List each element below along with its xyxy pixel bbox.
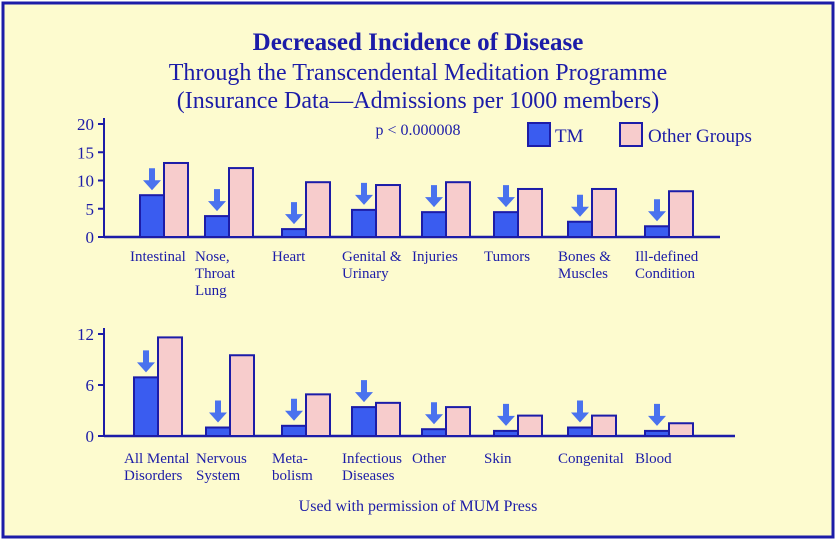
bar-tm <box>421 211 447 238</box>
bar-other-groups <box>517 414 543 438</box>
down-arrow-icon <box>143 168 161 191</box>
bar-other-groups <box>375 184 401 239</box>
down-arrow-icon <box>209 400 227 423</box>
p-value-annotation: p < 0.000008 <box>375 122 460 139</box>
category-label: Blood <box>635 451 672 467</box>
category-label: System <box>196 468 241 484</box>
category-label: Condition <box>635 266 696 282</box>
bar-tm <box>281 424 307 437</box>
chart-title: Decreased Incidence of Disease <box>253 29 584 56</box>
category-label: bolism <box>272 468 313 484</box>
bar-tm <box>205 426 231 437</box>
down-arrow-icon <box>285 202 303 225</box>
category-label: Heart <box>272 249 306 265</box>
category-label: Nervous <box>196 451 247 467</box>
bar-other-groups <box>445 181 471 239</box>
bar-tm <box>133 376 159 438</box>
category-label: Ill-defined <box>635 249 699 265</box>
bar-tm <box>421 428 447 438</box>
y-tick-label: 0 <box>86 427 95 446</box>
chart-subtitle-1: Through the Transcendental Meditation Pr… <box>169 60 668 86</box>
down-arrow-icon <box>497 185 515 208</box>
bar-tm <box>493 429 519 437</box>
bar-other-groups <box>375 401 401 438</box>
category-label: Throat <box>195 266 236 282</box>
category-label: Disorders <box>124 468 182 484</box>
y-tick-label: 0 <box>86 228 95 247</box>
legend-label-tm: TM <box>555 126 584 147</box>
category-label: All Mental <box>124 451 189 467</box>
category-label: Muscles <box>558 266 608 282</box>
bar-other-groups <box>229 354 255 437</box>
bar-other-groups <box>445 406 471 438</box>
down-arrow-icon <box>425 185 443 208</box>
bar-other-groups <box>517 187 543 239</box>
bar-other-groups <box>157 336 183 437</box>
legend-label-other: Other Groups <box>648 126 752 147</box>
down-arrow-icon <box>497 403 515 426</box>
bar-other-groups <box>163 161 189 238</box>
category-label: Tumors <box>484 249 530 265</box>
y-tick-label: 6 <box>86 376 95 395</box>
category-label: Urinary <box>342 266 389 282</box>
bar-tm <box>281 228 307 238</box>
category-label: Congenital <box>558 451 624 467</box>
bar-tm <box>567 220 593 238</box>
bar-other-groups <box>591 414 617 438</box>
category-label: Injuries <box>412 249 458 265</box>
down-arrow-icon <box>355 380 373 403</box>
y-tick-label: 5 <box>86 200 95 219</box>
down-arrow-icon <box>648 403 666 426</box>
bar-tm <box>644 429 670 437</box>
down-arrow-icon <box>285 398 303 421</box>
y-tick-label: 10 <box>77 172 94 191</box>
down-arrow-icon <box>208 189 226 212</box>
bar-other-groups <box>228 167 254 239</box>
bar-tm <box>351 406 377 438</box>
bar-other-groups <box>305 181 331 239</box>
bar-tm <box>204 215 230 239</box>
category-label: Infectious <box>342 451 402 467</box>
category-label: Diseases <box>342 468 395 484</box>
down-arrow-icon <box>355 182 373 205</box>
bar-tm <box>493 211 519 238</box>
category-label: Lung <box>195 283 227 299</box>
down-arrow-icon <box>137 350 155 373</box>
bar-other-groups <box>305 393 331 438</box>
bar-tm <box>351 208 377 239</box>
category-label: Other <box>412 451 446 467</box>
down-arrow-icon <box>648 199 666 222</box>
category-label: Skin <box>484 451 512 467</box>
legend-swatch-tm <box>527 122 551 147</box>
y-tick-label: 20 <box>77 115 94 134</box>
bar-tm <box>644 225 670 238</box>
bar-other-groups <box>668 190 694 238</box>
down-arrow-icon <box>571 400 589 423</box>
y-tick-label: 15 <box>77 143 94 162</box>
bar-tm <box>567 426 593 437</box>
category-label: Nose, <box>195 249 230 265</box>
y-tick-label: 12 <box>77 325 94 344</box>
bar-other-groups <box>668 422 694 437</box>
category-label: Intestinal <box>130 249 186 265</box>
bar-other-groups <box>591 187 617 239</box>
category-label: Bones & <box>558 249 611 265</box>
legend-swatch-other <box>619 122 643 147</box>
category-label: Meta- <box>272 451 308 467</box>
down-arrow-icon <box>425 402 443 425</box>
footer-credit: Used with permission of MUM Press <box>299 498 538 515</box>
chart-subtitle-2: (Insurance Data—Admissions per 1000 memb… <box>177 88 660 114</box>
category-label: Genital & <box>342 249 402 265</box>
down-arrow-icon <box>571 194 589 217</box>
bar-tm <box>139 194 165 239</box>
